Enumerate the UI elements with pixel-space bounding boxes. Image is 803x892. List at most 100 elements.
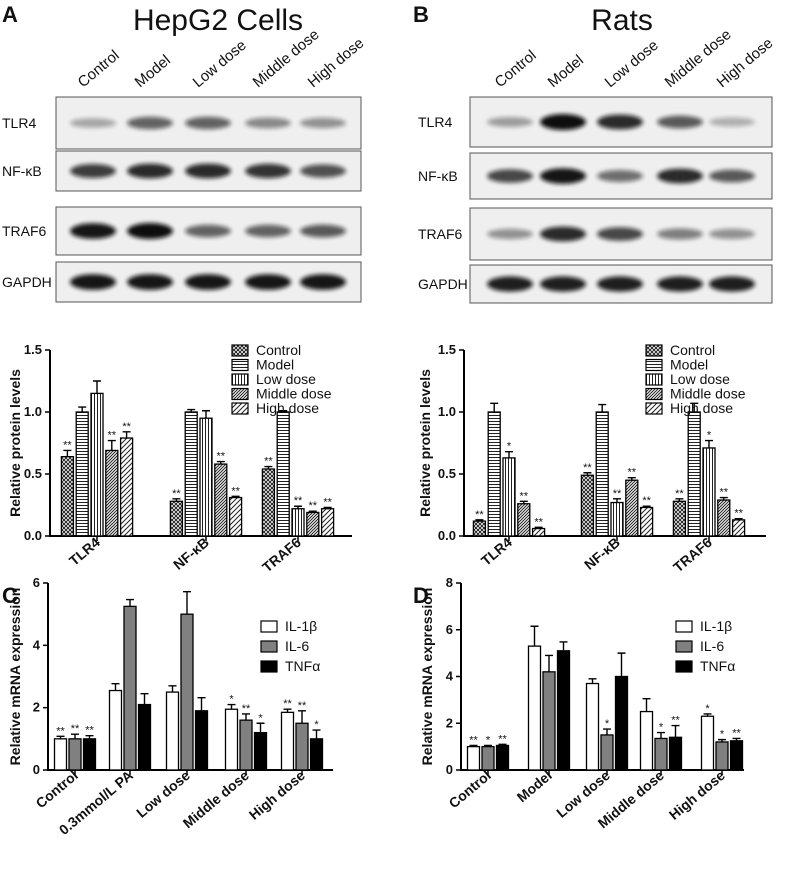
blot-band (185, 224, 231, 238)
significance-label: ** (642, 495, 651, 507)
significance-label: ** (613, 488, 622, 500)
error-bar (308, 510, 317, 513)
y-tick-label: 1.0 (24, 404, 42, 419)
blot-band (597, 227, 643, 241)
bar (306, 511, 320, 537)
blot-band (300, 224, 346, 238)
error-bar (703, 713, 712, 717)
blot-band (540, 168, 586, 184)
significance-label: ** (323, 496, 332, 508)
blot-row-label: GAPDH (2, 274, 52, 290)
y-tick-label: 1.0 (438, 404, 456, 419)
error-bar (126, 598, 134, 607)
error-bar (490, 402, 499, 412)
significance-label: ** (172, 488, 181, 500)
bar (60, 455, 75, 537)
significance-label: ** (71, 723, 80, 735)
bar (309, 738, 324, 771)
legend-swatch (231, 373, 249, 386)
error-bar (598, 403, 607, 412)
legend-swatch (645, 373, 663, 386)
bar (224, 708, 239, 771)
bar (556, 650, 571, 771)
y-tick-label: 6 (446, 622, 453, 637)
legend-label: High dose (670, 400, 733, 416)
error-bar (475, 519, 484, 522)
significance-label: * (229, 694, 234, 706)
y-tick-label: 1.5 (24, 342, 42, 357)
bar (580, 474, 595, 537)
bar (180, 613, 194, 771)
legend-swatch (675, 660, 693, 673)
panel-label-d: D (413, 583, 429, 608)
bar (729, 740, 744, 771)
significance-label: * (707, 430, 712, 442)
blot-band (540, 114, 586, 130)
blot-band (487, 228, 533, 240)
bar (214, 463, 228, 537)
significance-label: ** (469, 734, 478, 746)
significance-label: * (486, 734, 491, 746)
blot-title-rats: Rats (591, 4, 653, 37)
blot-band (70, 274, 116, 290)
significance-label: ** (520, 490, 529, 502)
panel-label-c: C (2, 583, 18, 608)
legend-swatch (260, 660, 278, 673)
y-axis-label: Relative mRNA expression (7, 588, 23, 766)
legend-swatch (260, 640, 278, 653)
bar (495, 744, 510, 771)
bar (137, 703, 152, 771)
bar (199, 417, 213, 537)
legend-label: TNFα (285, 658, 320, 674)
error-bar (530, 625, 539, 647)
significance-label: ** (85, 725, 94, 737)
bar (687, 411, 701, 537)
error-bar (719, 496, 728, 501)
bar (542, 671, 556, 771)
bar (169, 500, 184, 537)
bar (184, 411, 198, 537)
significance-label: ** (734, 508, 743, 520)
error-bar (312, 729, 321, 739)
error-bar (732, 737, 741, 741)
bar (672, 500, 687, 537)
significance-label: ** (283, 698, 292, 710)
legend-label: IL-1β (285, 618, 317, 634)
legend-label: Control (670, 342, 715, 358)
error-bar (588, 678, 597, 684)
bar (715, 741, 729, 771)
y-tick-label: 6 (33, 575, 40, 590)
lane-label: Model (132, 52, 174, 91)
y-tick-label: 0 (33, 762, 40, 777)
bar (466, 745, 481, 771)
error-bar (690, 402, 699, 412)
bar (702, 447, 716, 537)
bar (105, 449, 119, 537)
category-label: Low dose (133, 767, 193, 821)
legend-label: Model (256, 357, 294, 373)
y-tick-label: 8 (446, 575, 453, 590)
significance-label: ** (675, 488, 684, 500)
significance-label: * (720, 729, 725, 741)
blot-band (70, 223, 116, 239)
significance-label: ** (671, 715, 680, 727)
lane-label: Control (492, 47, 540, 91)
legend-label: Model (670, 357, 708, 373)
error-bar (71, 733, 79, 739)
error-bar (168, 685, 177, 693)
blot-band (709, 117, 755, 127)
error-bar (202, 410, 210, 419)
blot-band (709, 228, 755, 240)
bar (531, 527, 546, 537)
legend-swatch (675, 620, 693, 633)
error-bar (675, 498, 684, 502)
blot-band (245, 117, 291, 129)
error-bar (505, 450, 513, 458)
y-tick-label: 2 (446, 715, 453, 730)
legend-label: Middle dose (256, 386, 332, 402)
lane-label: Model (545, 52, 587, 91)
significance-label: ** (122, 421, 131, 433)
blot-row-label: TLR4 (418, 114, 452, 130)
